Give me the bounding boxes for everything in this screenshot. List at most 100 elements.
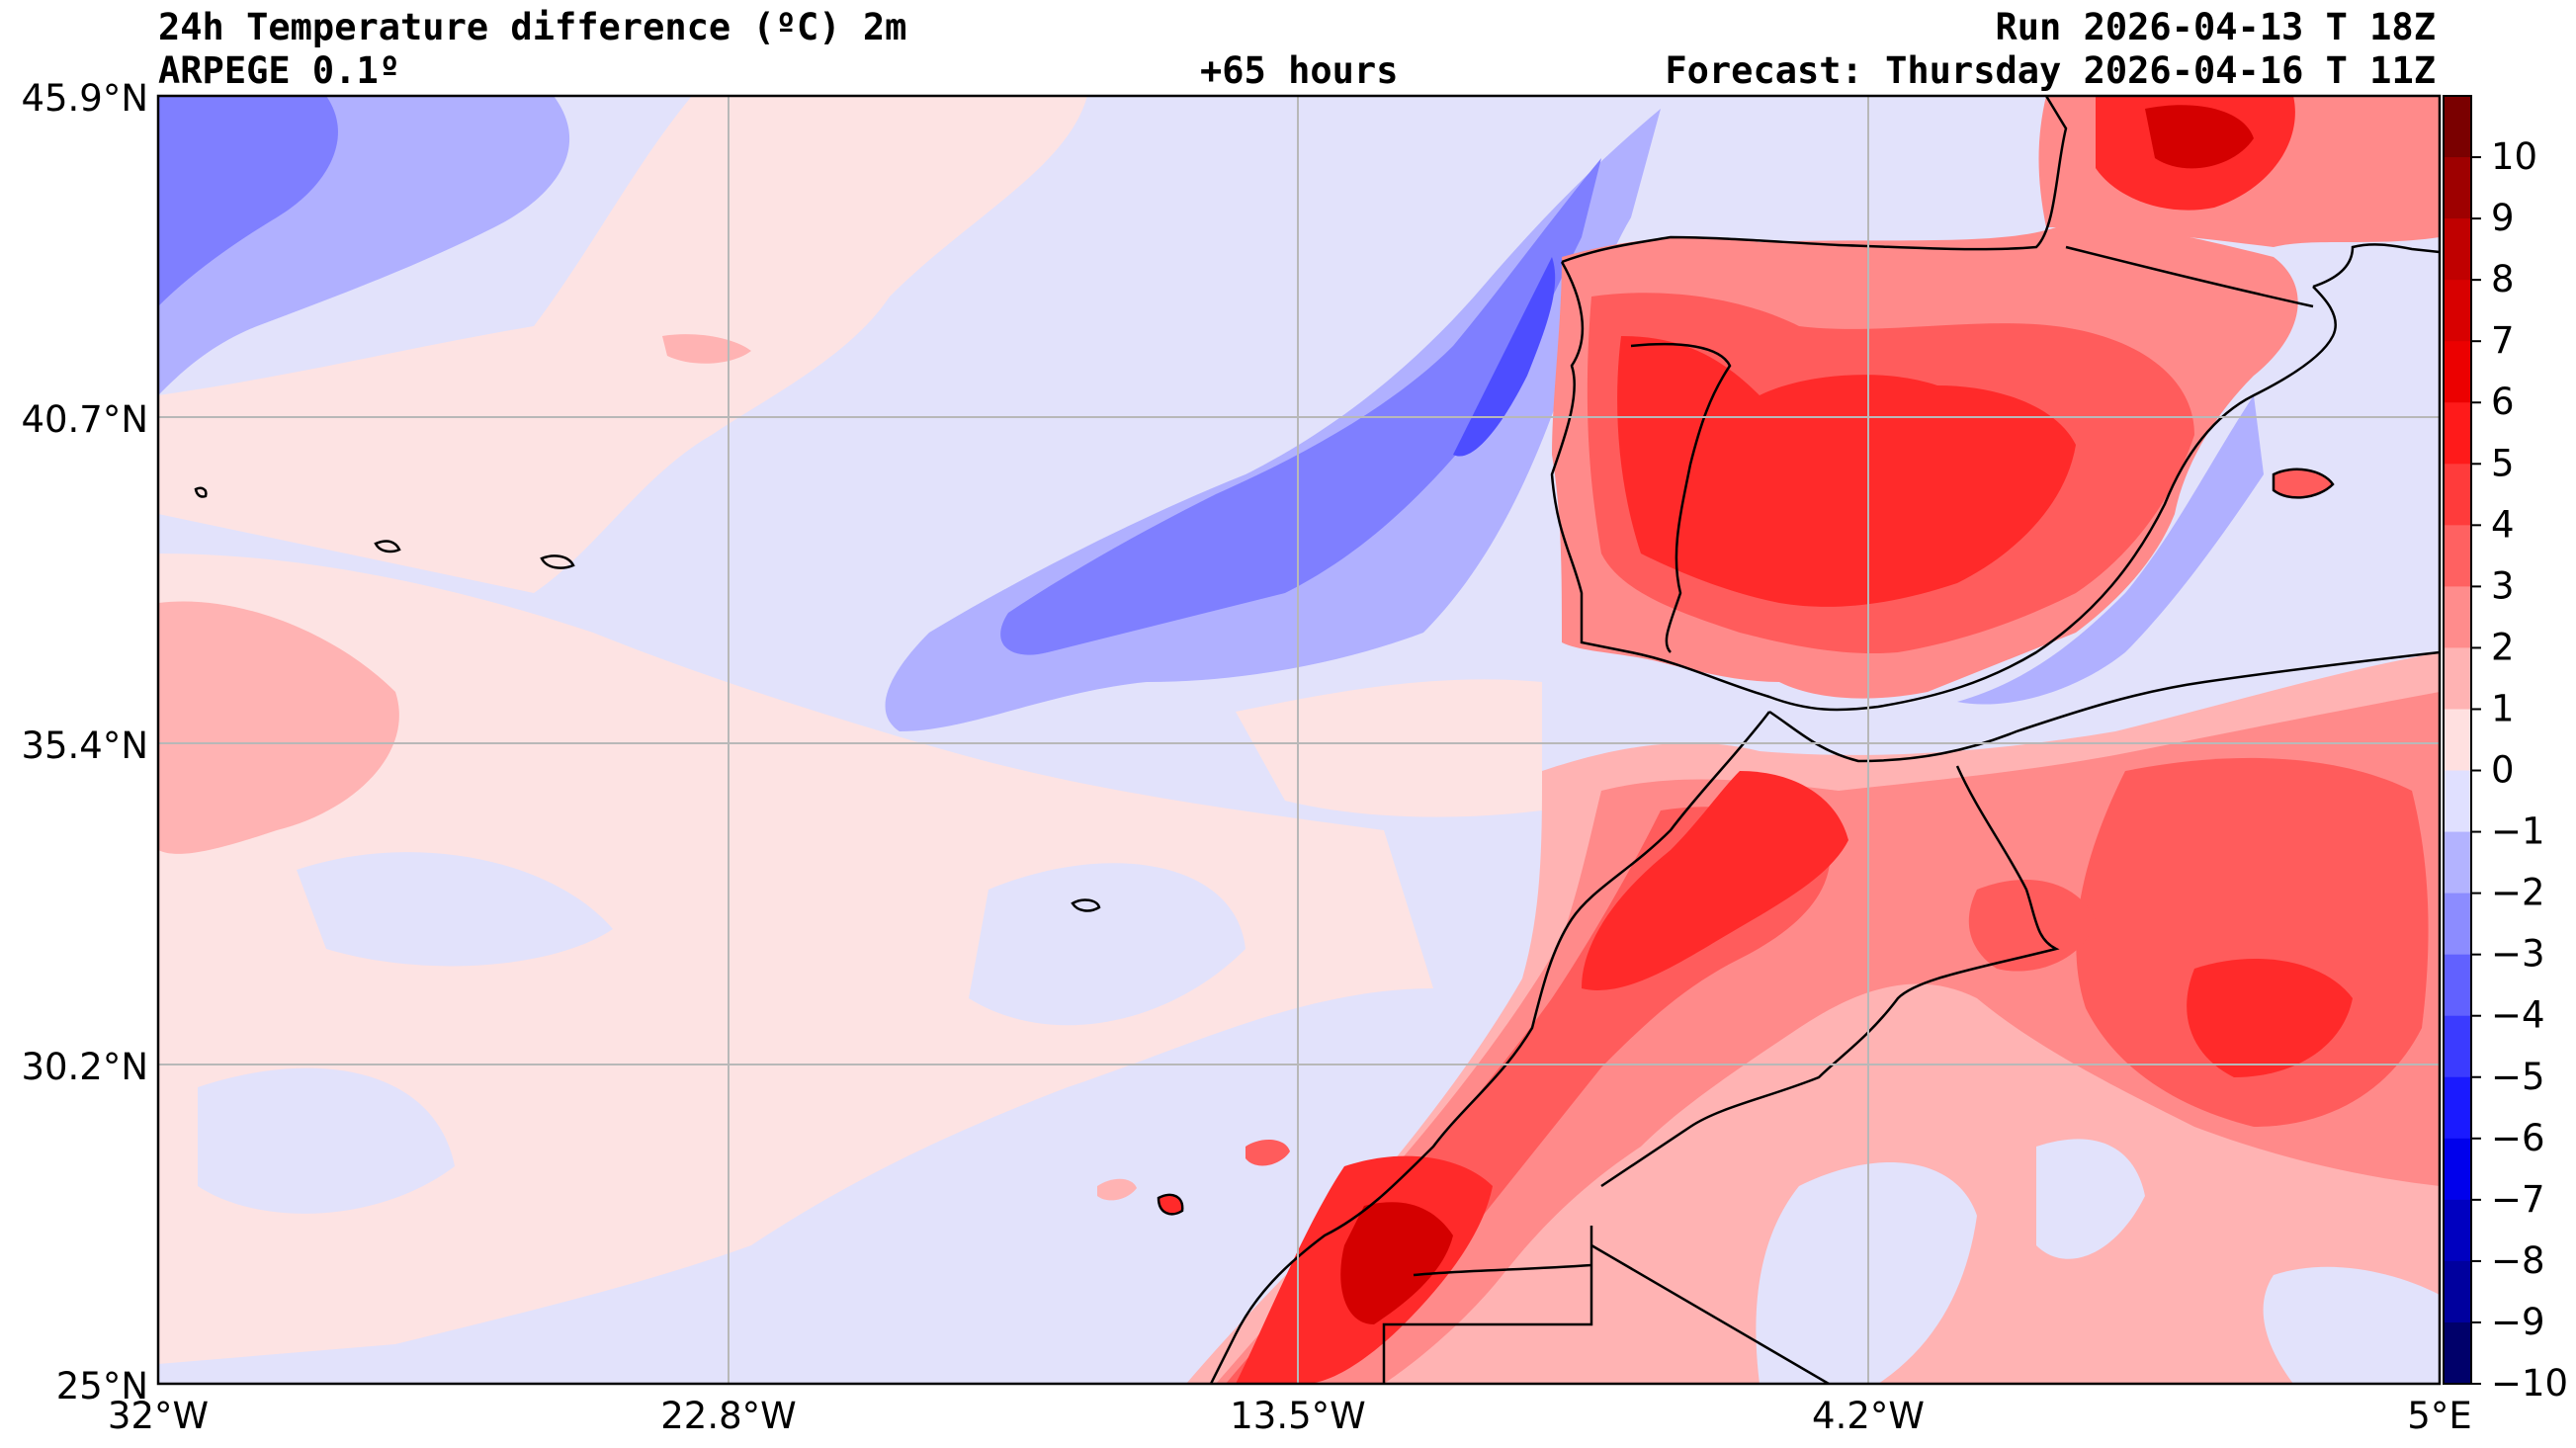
azores-island-outline [540, 554, 575, 569]
colorbar-swatch [2444, 341, 2471, 403]
y-tick-label: 25°N [56, 1365, 148, 1407]
colorbar-label: −7 [2491, 1178, 2545, 1221]
model-label: ARPEGE 0.1º [158, 49, 401, 92]
africa-cool-patch [1756, 1162, 1977, 1384]
colorbar-label: 2 [2491, 626, 2515, 668]
colorbar-swatch [2444, 1321, 2471, 1385]
colorbar-swatch [2444, 1260, 2471, 1323]
france-spain-border [2065, 245, 2314, 308]
colorbar-label: −1 [2491, 810, 2545, 853]
canary-island [1245, 1140, 1290, 1166]
y-tick-label: 30.2°N [21, 1046, 148, 1088]
north-africa-warm [1340, 1202, 1453, 1324]
colorbar-label: −2 [2491, 872, 2545, 914]
algeria-warm [2076, 757, 2429, 1127]
map-field [158, 96, 2440, 1384]
colorbar-swatch [2444, 586, 2471, 648]
portugal-spain-border [1630, 342, 1732, 653]
coastlines [194, 96, 2440, 1384]
colorbar-swatch [2444, 1076, 2471, 1140]
colorbar-swatch [2444, 647, 2471, 710]
map-title: 24h Temperature difference (ºC) 2m [158, 6, 907, 48]
colorbar-frame [2443, 95, 2472, 1385]
colorbar-label: −10 [2491, 1362, 2568, 1405]
y-tick-label: 45.9°N [21, 77, 148, 120]
balearic-island [2274, 468, 2333, 498]
colorbar-swatch [2444, 709, 2471, 772]
colorbar-swatch [2444, 831, 2471, 894]
colorbar-label: −9 [2491, 1301, 2545, 1343]
y-tick-label: 35.4°N [21, 724, 148, 767]
madeira-outline [1071, 898, 1101, 912]
y-axis: 45.9°N 40.7°N 35.4°N 30.2°N 25°N [21, 77, 148, 1407]
iberia-coast [1561, 96, 2068, 264]
ocean-cool-patch [297, 852, 613, 967]
plot-frame [156, 94, 2442, 1386]
colorbar-label: 6 [2491, 381, 2515, 423]
canary-island-outline [1157, 1193, 1184, 1216]
ocean-warm-patch [158, 601, 399, 854]
colorbar-swatch [2444, 218, 2471, 281]
north-africa-warm [1582, 771, 1848, 990]
colorbar-label: 5 [2491, 442, 2515, 484]
ocean-warm-region [1236, 679, 1542, 817]
colorbar-swatch [2444, 770, 2471, 833]
azores-island-outline [374, 540, 401, 554]
colorbar-swatch [2444, 464, 2471, 526]
north-africa-coast [1768, 650, 2440, 763]
iberia-coast [1550, 261, 2337, 712]
colorbar-label: −6 [2491, 1117, 2545, 1159]
colorbar-label: 1 [2491, 687, 2515, 729]
colorbar-swatch [2444, 1199, 2471, 1262]
france-coast [2312, 243, 2440, 289]
colorbar-swatch [2444, 96, 2471, 158]
y-tick-label: 40.7°N [21, 398, 148, 441]
canary-island [1159, 1194, 1183, 1215]
mauritania-border [1590, 1243, 1830, 1384]
cool-zone-northwest [158, 96, 338, 306]
algeria-warm [1968, 880, 2096, 972]
colorbar-swatch [2444, 280, 2471, 342]
colorbar-label: 8 [2491, 258, 2515, 300]
colorbar-swatch [2444, 1015, 2471, 1078]
colorbar-label: 4 [2491, 503, 2515, 546]
run-label: Run 2026-04-13 T 18Z [1995, 6, 2436, 48]
colorbar-label: −5 [2491, 1056, 2545, 1098]
colorbar-label: 9 [2491, 197, 2515, 239]
colorbar-label: 3 [2491, 564, 2515, 607]
colorbar-swatch [2444, 525, 2471, 587]
x-axis: 32°W 22.8°W 13.5°W 4.2°W 5°E [108, 1395, 2472, 1437]
africa-cool-patch [2263, 1266, 2440, 1384]
x-tick-label: 13.5°W [1230, 1395, 1365, 1437]
x-tick-label: 22.8°W [660, 1395, 796, 1437]
azores-island-outline [194, 486, 208, 498]
ocean-cool-patch [198, 1067, 455, 1214]
med-cool-strip [1957, 395, 2264, 705]
ocean-warm-region [158, 96, 1087, 593]
colorbar-swatch [2444, 157, 2471, 219]
x-tick-label: 32°W [108, 1395, 209, 1437]
colorbar-swatch [2444, 893, 2471, 956]
colorbar-label: 10 [2491, 135, 2537, 178]
ocean-cool-patch [969, 863, 1245, 1026]
france-warm [2145, 105, 2254, 169]
canary-island [1097, 1178, 1137, 1201]
colorbar-label: −3 [2491, 933, 2545, 976]
colorbar-label: 7 [2491, 319, 2515, 362]
colorbar-swatch [2444, 1138, 2471, 1201]
africa-cool-patch [2036, 1139, 2145, 1259]
cool-tongue-atlantic [1453, 257, 1556, 457]
western-sahara-border [1382, 1226, 1593, 1384]
colorbar-label: −4 [2491, 994, 2545, 1037]
sahara-north-border [1413, 1263, 1592, 1277]
colorbar-swatch [2444, 402, 2471, 465]
lead-time-label: +65 hours [1200, 49, 1399, 92]
iberia-warm [1617, 336, 2076, 607]
colorbar-swatch [2444, 954, 2471, 1017]
cool-tongue-atlantic [1000, 158, 1601, 655]
colorbar-label: −8 [2491, 1239, 2545, 1282]
ocean-warm-region [158, 554, 1433, 1364]
morocco-coast [1209, 711, 1770, 1384]
balearic-outline [2272, 468, 2335, 499]
